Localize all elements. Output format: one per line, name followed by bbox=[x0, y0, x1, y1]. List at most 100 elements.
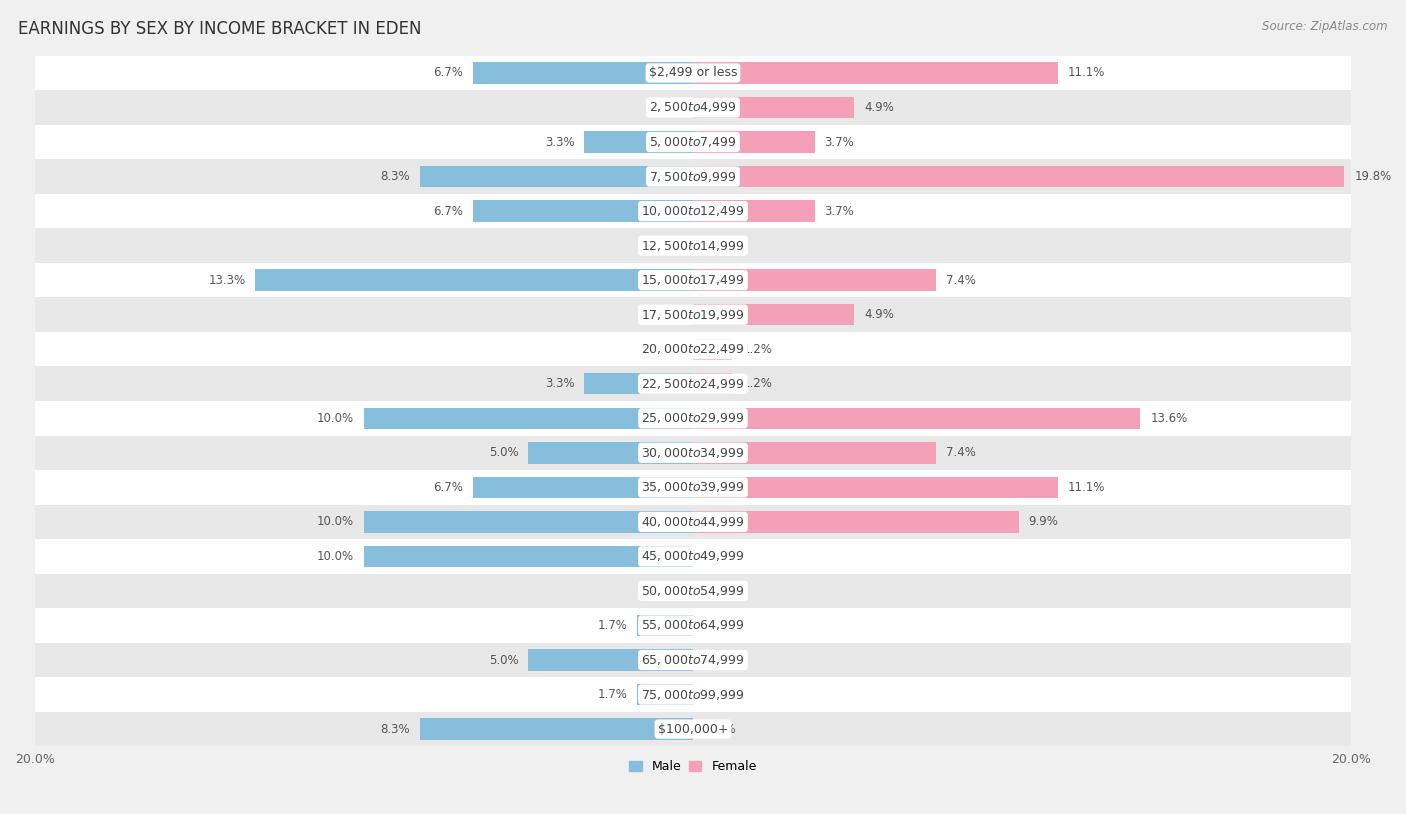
Text: 1.7%: 1.7% bbox=[598, 688, 627, 701]
Bar bbox=[35, 229, 1351, 263]
Bar bbox=[585, 131, 693, 153]
Bar bbox=[256, 269, 693, 291]
Text: 5.0%: 5.0% bbox=[489, 446, 519, 459]
Bar bbox=[529, 442, 693, 463]
Bar bbox=[529, 650, 693, 671]
Text: 0.0%: 0.0% bbox=[706, 584, 735, 597]
Text: 0.0%: 0.0% bbox=[706, 654, 735, 667]
Text: $65,000 to $74,999: $65,000 to $74,999 bbox=[641, 653, 745, 667]
Bar bbox=[35, 677, 1351, 711]
Bar bbox=[364, 408, 693, 429]
Bar bbox=[693, 339, 733, 360]
Bar bbox=[472, 200, 693, 221]
Text: $7,500 to $9,999: $7,500 to $9,999 bbox=[650, 169, 737, 184]
Bar bbox=[35, 297, 1351, 332]
Bar bbox=[472, 62, 693, 84]
Bar bbox=[637, 684, 693, 705]
Text: 10.0%: 10.0% bbox=[316, 515, 354, 528]
Text: 7.4%: 7.4% bbox=[946, 446, 976, 459]
Bar bbox=[35, 608, 1351, 643]
Text: 0.0%: 0.0% bbox=[706, 619, 735, 632]
Bar bbox=[472, 477, 693, 498]
Text: $22,500 to $24,999: $22,500 to $24,999 bbox=[641, 377, 745, 391]
Text: 6.7%: 6.7% bbox=[433, 481, 463, 494]
Bar bbox=[35, 55, 1351, 90]
Text: 0.0%: 0.0% bbox=[706, 688, 735, 701]
Bar bbox=[693, 97, 855, 118]
Text: $30,000 to $34,999: $30,000 to $34,999 bbox=[641, 446, 745, 460]
Text: 11.1%: 11.1% bbox=[1069, 481, 1105, 494]
Bar bbox=[35, 711, 1351, 746]
Text: 0.0%: 0.0% bbox=[650, 343, 681, 356]
Bar bbox=[585, 373, 693, 395]
Text: 0.0%: 0.0% bbox=[650, 584, 681, 597]
Bar bbox=[637, 615, 693, 637]
Text: $100,000+: $100,000+ bbox=[658, 723, 728, 736]
Bar bbox=[693, 373, 733, 395]
Text: $20,000 to $22,499: $20,000 to $22,499 bbox=[641, 342, 745, 357]
Legend: Male, Female: Male, Female bbox=[624, 755, 762, 778]
Text: 5.0%: 5.0% bbox=[489, 654, 519, 667]
Bar bbox=[420, 719, 693, 740]
Text: 8.3%: 8.3% bbox=[381, 170, 411, 183]
Text: 9.9%: 9.9% bbox=[1029, 515, 1059, 528]
Bar bbox=[35, 539, 1351, 574]
Text: 1.7%: 1.7% bbox=[598, 619, 627, 632]
Bar bbox=[693, 477, 1059, 498]
Text: 3.7%: 3.7% bbox=[824, 136, 855, 148]
Text: 19.8%: 19.8% bbox=[1354, 170, 1392, 183]
Text: $15,000 to $17,499: $15,000 to $17,499 bbox=[641, 274, 745, 287]
Bar bbox=[693, 131, 814, 153]
Bar bbox=[693, 408, 1140, 429]
Text: 0.0%: 0.0% bbox=[650, 239, 681, 252]
Bar bbox=[35, 263, 1351, 297]
Bar bbox=[693, 269, 936, 291]
Bar bbox=[35, 90, 1351, 125]
Text: 4.9%: 4.9% bbox=[865, 101, 894, 114]
Text: $10,000 to $12,499: $10,000 to $12,499 bbox=[641, 204, 745, 218]
Bar bbox=[35, 435, 1351, 470]
Bar bbox=[693, 511, 1019, 532]
Text: $75,000 to $99,999: $75,000 to $99,999 bbox=[641, 688, 745, 702]
Text: Source: ZipAtlas.com: Source: ZipAtlas.com bbox=[1263, 20, 1388, 33]
Text: 3.3%: 3.3% bbox=[546, 377, 575, 390]
Text: 10.0%: 10.0% bbox=[316, 412, 354, 425]
Text: 0.0%: 0.0% bbox=[650, 101, 681, 114]
Text: 7.4%: 7.4% bbox=[946, 274, 976, 287]
Text: 1.2%: 1.2% bbox=[742, 377, 772, 390]
Bar bbox=[35, 332, 1351, 366]
Text: 10.0%: 10.0% bbox=[316, 550, 354, 563]
Text: 3.3%: 3.3% bbox=[546, 136, 575, 148]
Text: $35,000 to $39,999: $35,000 to $39,999 bbox=[641, 480, 745, 494]
Bar bbox=[693, 304, 855, 326]
Text: $17,500 to $19,999: $17,500 to $19,999 bbox=[641, 308, 745, 322]
Text: 4.9%: 4.9% bbox=[865, 309, 894, 322]
Bar bbox=[364, 545, 693, 567]
Bar bbox=[693, 166, 1344, 187]
Text: $12,500 to $14,999: $12,500 to $14,999 bbox=[641, 239, 745, 252]
Text: 6.7%: 6.7% bbox=[433, 204, 463, 217]
Bar bbox=[420, 166, 693, 187]
Text: $25,000 to $29,999: $25,000 to $29,999 bbox=[641, 411, 745, 425]
Text: 11.1%: 11.1% bbox=[1069, 67, 1105, 80]
Text: $45,000 to $49,999: $45,000 to $49,999 bbox=[641, 549, 745, 563]
Text: $5,000 to $7,499: $5,000 to $7,499 bbox=[650, 135, 737, 149]
Bar bbox=[35, 401, 1351, 435]
Text: 0.0%: 0.0% bbox=[706, 723, 735, 736]
Bar bbox=[35, 125, 1351, 160]
Text: $2,500 to $4,999: $2,500 to $4,999 bbox=[650, 100, 737, 115]
Text: 13.6%: 13.6% bbox=[1150, 412, 1188, 425]
Bar bbox=[693, 62, 1059, 84]
Bar bbox=[35, 505, 1351, 539]
Bar bbox=[35, 160, 1351, 194]
Text: 0.0%: 0.0% bbox=[706, 550, 735, 563]
Bar bbox=[35, 470, 1351, 505]
Text: 0.0%: 0.0% bbox=[706, 239, 735, 252]
Text: 3.7%: 3.7% bbox=[824, 204, 855, 217]
Bar bbox=[35, 643, 1351, 677]
Bar bbox=[35, 574, 1351, 608]
Text: 6.7%: 6.7% bbox=[433, 67, 463, 80]
Text: $40,000 to $44,999: $40,000 to $44,999 bbox=[641, 515, 745, 529]
Text: $55,000 to $64,999: $55,000 to $64,999 bbox=[641, 619, 745, 632]
Text: 1.2%: 1.2% bbox=[742, 343, 772, 356]
